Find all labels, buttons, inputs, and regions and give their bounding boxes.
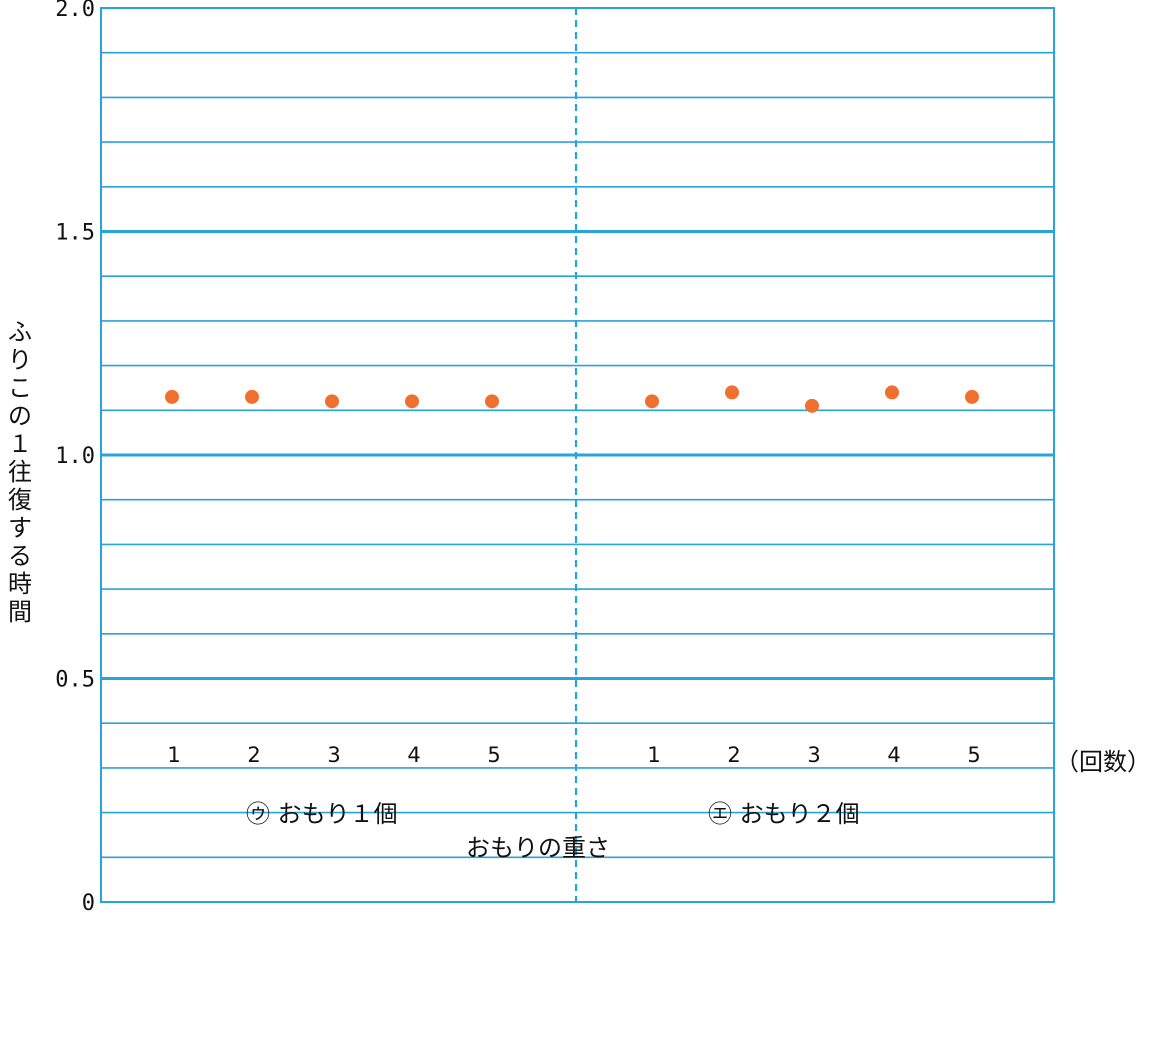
y-axis-label-char: 往 xyxy=(6,458,34,486)
y-tick-label: 1.5 xyxy=(55,221,95,246)
y-tick-label: 0 xyxy=(82,891,95,916)
y-axis-label-char: こ xyxy=(6,374,34,402)
y-axis-label-char: 時 xyxy=(6,570,34,598)
x-unit-label: （回数） xyxy=(1055,742,1151,777)
group-label-2: ㋓ おもり２個 xyxy=(708,794,860,829)
x-tick-label: 2 xyxy=(727,743,740,767)
x-tick-label: 5 xyxy=(487,743,500,767)
data-point xyxy=(405,394,419,408)
y-axis-label-char: 間 xyxy=(6,598,34,626)
x-tick-label: 3 xyxy=(807,743,820,767)
y-axis-label-char: り xyxy=(6,346,34,374)
data-point xyxy=(645,394,659,408)
data-point xyxy=(485,394,499,408)
data-point xyxy=(165,390,179,404)
y-tick-label: 0.5 xyxy=(55,668,95,693)
group-label-1: ㋒ おもり１個 xyxy=(246,794,398,829)
data-point xyxy=(245,390,259,404)
x-tick-label: 5 xyxy=(967,743,980,767)
x-tick-label: 3 xyxy=(327,743,340,767)
y-axis-label-char: ふ xyxy=(6,318,34,346)
x-tick-label: 1 xyxy=(167,743,180,767)
y-tick-label: 1.0 xyxy=(55,444,95,469)
x-tick-label: 4 xyxy=(407,743,420,767)
y-axis-label-char: 復 xyxy=(6,486,34,514)
data-point xyxy=(965,390,979,404)
y-axis-label-char: １ xyxy=(6,430,34,458)
x-tick-label: 1 xyxy=(647,743,660,767)
data-point xyxy=(805,399,819,413)
x-tick-label: 4 xyxy=(887,743,900,767)
data-point xyxy=(325,394,339,408)
y-axis-label-char: の xyxy=(6,402,34,430)
y-axis-label-char: る xyxy=(6,542,34,570)
data-point xyxy=(885,385,899,399)
data-point xyxy=(725,385,739,399)
y-tick-label: 2.0 xyxy=(55,0,95,22)
x-axis-label: おもりの重さ xyxy=(466,828,610,863)
x-tick-label: 2 xyxy=(247,743,260,767)
y-axis-label-char: す xyxy=(6,514,34,542)
